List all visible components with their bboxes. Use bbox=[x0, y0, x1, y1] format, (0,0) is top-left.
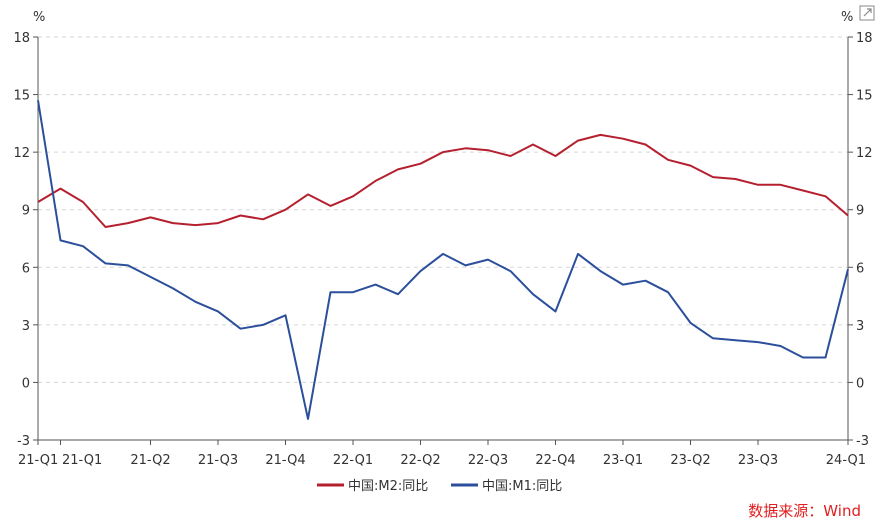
x-tick-label: 24-Q1 bbox=[826, 453, 866, 468]
legend-item-m1[interactable]: 中国:M1:同比 bbox=[451, 479, 562, 494]
expand-icon[interactable] bbox=[859, 5, 875, 21]
right-y-axis-labels: -3 0 3 6 9 12 15 18 bbox=[856, 31, 873, 449]
x-tick-label: 23-Q1 bbox=[603, 453, 643, 468]
series-lines bbox=[37, 100, 849, 420]
left-y-tick-label: 18 bbox=[13, 31, 30, 46]
right-y-tick-label: 3 bbox=[856, 319, 864, 334]
left-y-tick-label: 6 bbox=[22, 261, 30, 276]
source-note: 数据来源：Wind bbox=[748, 502, 861, 520]
right-y-tick-label: 12 bbox=[856, 146, 873, 161]
legend-item-m2[interactable]: 中国:M2:同比 bbox=[317, 479, 428, 494]
x-tick-label: 23-Q2 bbox=[670, 453, 710, 468]
right-y-tick-label: 0 bbox=[856, 376, 864, 391]
right-y-tick-label: 18 bbox=[856, 31, 873, 46]
legend-label-m2: 中国:M2:同比 bbox=[348, 479, 428, 494]
x-tick-label: 22-Q1 bbox=[333, 453, 373, 468]
x-tick-label: 22-Q2 bbox=[400, 453, 440, 468]
x-tick-label: 22-Q3 bbox=[468, 453, 508, 468]
x-tick-label: 22-Q4 bbox=[535, 453, 575, 468]
right-unit-label: % bbox=[841, 10, 853, 25]
x-tick-label: 21-Q4 bbox=[265, 453, 305, 468]
left-y-tick-label: -3 bbox=[17, 434, 30, 449]
x-tick-label: 21-Q2 bbox=[130, 453, 170, 468]
left-y-tick-label: 9 bbox=[22, 204, 30, 219]
left-y-axis-labels: -3 0 3 6 9 12 15 18 bbox=[13, 31, 30, 449]
left-y-tick-label: 15 bbox=[13, 89, 30, 104]
left-unit-label: % bbox=[33, 10, 45, 25]
series-line-m2 bbox=[37, 133, 849, 228]
series-line-m1 bbox=[37, 100, 849, 420]
right-y-tick-label: 9 bbox=[856, 204, 864, 219]
grid-lines bbox=[38, 36, 848, 383]
right-y-tick-label: 6 bbox=[856, 261, 864, 276]
legend: 中国:M2:同比 中国:M1:同比 bbox=[317, 479, 562, 494]
x-tick-label: 23-Q3 bbox=[738, 453, 778, 468]
x-axis-labels: 21-Q1 21-Q1 21-Q2 21-Q3 21-Q4 22-Q1 22-Q2 22-Q3… bbox=[18, 453, 866, 468]
left-y-tick-label: 3 bbox=[22, 319, 30, 334]
x-tick-label: 21-Q1 bbox=[62, 453, 102, 468]
axes bbox=[33, 36, 853, 445]
right-y-tick-label: 15 bbox=[856, 89, 873, 104]
right-y-tick-label: -3 bbox=[856, 434, 869, 449]
x-tick-label: 21-Q3 bbox=[198, 453, 238, 468]
left-y-tick-label: 12 bbox=[13, 146, 30, 161]
x-tick-label: 21-Q1 bbox=[18, 453, 58, 468]
legend-label-m1: 中国:M1:同比 bbox=[482, 479, 562, 494]
left-y-tick-label: 0 bbox=[22, 376, 30, 391]
